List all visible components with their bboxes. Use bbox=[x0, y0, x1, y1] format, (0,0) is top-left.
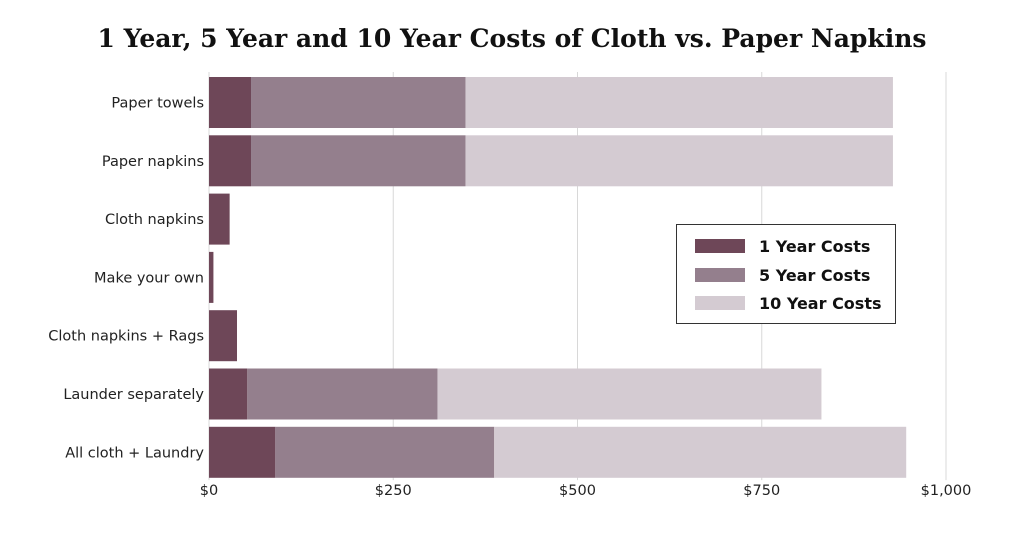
bar-segment bbox=[465, 135, 893, 187]
legend-swatch bbox=[695, 239, 745, 253]
legend: 1 Year Costs 5 Year Costs 10 Year Costs bbox=[676, 224, 896, 324]
legend-item-5-year: 5 Year Costs bbox=[695, 264, 870, 286]
bar-segment bbox=[275, 426, 495, 478]
category-label: Paper towels bbox=[111, 96, 204, 112]
bar-segment bbox=[465, 77, 893, 128]
category-label: Cloth napkins bbox=[105, 212, 204, 228]
bar-segment bbox=[209, 310, 238, 362]
category-label: Make your own bbox=[94, 270, 204, 286]
bars bbox=[209, 77, 907, 478]
legend-item-10-year: 10 Year Costs bbox=[695, 292, 882, 314]
bar-segment bbox=[209, 251, 214, 303]
category-label: Launder separately bbox=[63, 387, 204, 403]
x-tick-label: $500 bbox=[559, 483, 596, 499]
bar-segment bbox=[251, 135, 466, 187]
bar-segment bbox=[209, 193, 230, 245]
bar-segment bbox=[437, 368, 822, 420]
bar-segment bbox=[494, 426, 907, 478]
bar-segment bbox=[209, 426, 276, 478]
bar-segment bbox=[209, 77, 252, 128]
bar-segment bbox=[209, 368, 248, 420]
legend-swatch bbox=[695, 268, 745, 282]
bar-segment bbox=[247, 368, 438, 420]
category-labels: Paper towels Paper napkins Cloth napkins Ma… bbox=[48, 96, 204, 462]
chart-title: 1 Year, 5 Year and 10 Year Costs of Clot… bbox=[97, 24, 927, 53]
x-tick-label: $1,000 bbox=[921, 483, 972, 499]
legend-label: 5 Year Costs bbox=[759, 265, 871, 285]
legend-item-1-year: 1 Year Costs bbox=[695, 235, 870, 257]
category-label: All cloth + Laundry bbox=[65, 445, 204, 461]
legend-label: 1 Year Costs bbox=[759, 236, 871, 256]
x-tick-labels: $0 $250 $500 $750 $1,000 bbox=[200, 483, 972, 499]
x-tick-label: $750 bbox=[743, 483, 780, 499]
category-label: Cloth napkins + Rags bbox=[48, 329, 204, 345]
category-label: Paper napkins bbox=[102, 154, 204, 170]
bar-segment bbox=[251, 77, 466, 128]
x-tick-label: $250 bbox=[375, 483, 412, 499]
legend-swatch bbox=[695, 296, 745, 310]
legend-label: 10 Year Costs bbox=[759, 293, 882, 313]
bar-segment bbox=[209, 135, 252, 187]
x-tick-label: $0 bbox=[200, 483, 218, 499]
